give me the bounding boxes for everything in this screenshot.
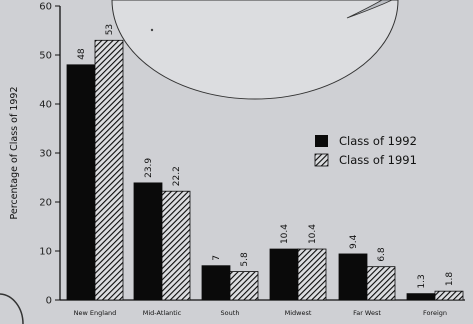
category-labels: New England Mid-Atlantic South Midwest Far W… bbox=[74, 309, 447, 317]
value-label-5-0: 1.3 bbox=[417, 274, 427, 288]
pie-fragment-bottom bbox=[0, 293, 24, 324]
legend-swatch-1992 bbox=[315, 135, 328, 147]
value-label-3-0: 10.4 bbox=[280, 224, 290, 244]
bar-midwest-1991 bbox=[297, 248, 327, 301]
category-label-0: New England bbox=[74, 309, 117, 317]
bar-new-england-1991 bbox=[94, 39, 124, 301]
y-tick-label-1: 10 bbox=[39, 247, 52, 258]
value-label-2-1: 5.8 bbox=[240, 252, 250, 267]
value-label-1-0: 23.9 bbox=[144, 158, 154, 178]
bar-foreign-1992 bbox=[406, 293, 436, 301]
bar-south-1991 bbox=[229, 271, 259, 301]
value-label-5-1: 1.8 bbox=[445, 272, 455, 287]
value-label-0-0: 48 bbox=[77, 48, 87, 60]
bars bbox=[66, 39, 464, 301]
category-label-2: South bbox=[221, 309, 240, 317]
y-ticks: 0 10 20 30 40 50 60 bbox=[39, 2, 60, 307]
pie-fragment bbox=[111, 0, 399, 100]
value-label-2-0: 7 bbox=[212, 255, 222, 261]
bar-new-england-1992 bbox=[66, 64, 96, 301]
bar-south-1992 bbox=[201, 265, 231, 301]
y-tick-label-3: 30 bbox=[39, 149, 52, 160]
y-tick-label-0: 0 bbox=[46, 296, 52, 307]
value-label-4-1: 6.8 bbox=[377, 247, 387, 262]
legend-label-1991: Class of 1991 bbox=[339, 153, 417, 167]
bar-mid-atlantic-1992 bbox=[133, 182, 163, 301]
category-label-5: Foreign bbox=[423, 309, 447, 317]
legend-label-1992: Class of 1992 bbox=[339, 134, 417, 148]
legend-swatch-1991 bbox=[314, 153, 329, 167]
value-label-0-1: 53 bbox=[105, 24, 115, 35]
category-label-1: Mid-Atlantic bbox=[143, 309, 182, 317]
value-label-1-1: 22.2 bbox=[172, 166, 182, 186]
bar-far-west-1991 bbox=[366, 266, 396, 301]
legend: Class of 1992 Class of 1991 bbox=[314, 134, 417, 167]
y-tick-label-5: 50 bbox=[39, 51, 52, 62]
y-axis-label: Percentage of Class of 1992 bbox=[9, 86, 20, 219]
bar-mid-atlantic-1991 bbox=[161, 190, 191, 301]
value-label-4-0: 9.4 bbox=[349, 234, 359, 249]
y-tick-label-6: 60 bbox=[39, 2, 52, 13]
value-labels: 48 53 23.9 22.2 7 5.8 10.4 10.4 9.4 6.8 1.3 1.8 bbox=[77, 24, 455, 289]
bar-midwest-1992 bbox=[269, 248, 299, 301]
category-label-3: Midwest bbox=[285, 309, 312, 317]
bar-foreign-1991 bbox=[434, 290, 464, 301]
bar-far-west-1992 bbox=[338, 253, 368, 301]
y-tick-label-2: 20 bbox=[39, 198, 52, 209]
category-label-4: Far West bbox=[353, 309, 381, 317]
value-label-3-1: 10.4 bbox=[308, 224, 318, 244]
y-tick-label-4: 40 bbox=[39, 100, 52, 111]
